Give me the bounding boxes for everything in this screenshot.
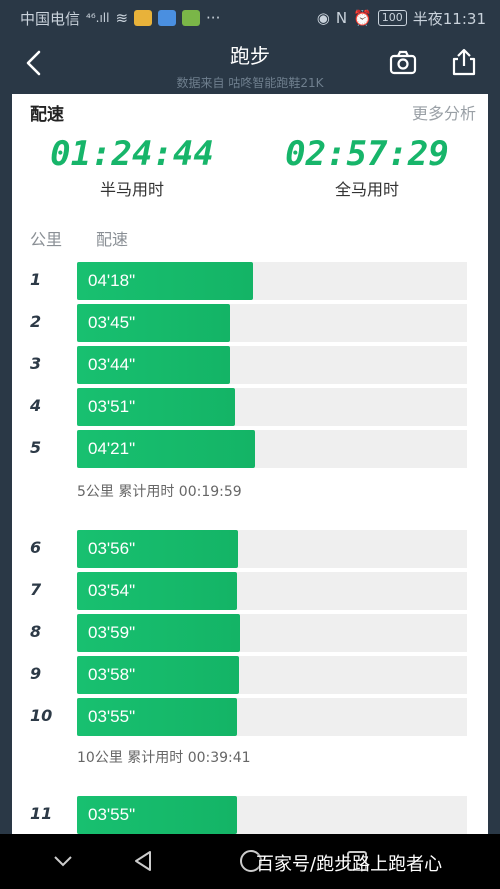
watermark-text: 百家号/跑步路上跑者心 [256,854,443,875]
browser-app-icon [158,10,177,26]
full-marathon-time: 02:57:29 [285,134,449,174]
section-title: 配速 [30,105,64,125]
split-pace-bar: 04'21" [77,430,255,468]
split-pace-bar: 03'56" [77,530,238,568]
split-km-1: 1 [30,270,42,289]
split-km-9: 9 [30,664,42,683]
half-marathon-time: 01:24:44 [50,134,214,174]
pace-card: 配速 更多分析 01:24:44 半马用时 02:57:29 全马用时 公里 配… [12,94,488,834]
split-km-8: 8 [30,622,42,641]
split-km-3: 3 [30,354,42,373]
eye-icon: ◉ [316,9,330,27]
nav-home-icon[interactable] [238,848,264,874]
split-track: 03'55" [77,796,467,834]
split-km-7: 7 [30,580,42,599]
split-track: 03'56" [77,530,467,568]
split-km-2: 2 [30,312,42,331]
battery-icon: 100 [377,10,407,26]
split-track: 04'21" [77,430,467,468]
store-app-icon [182,10,201,26]
full-marathon-label: 全马用时 [334,180,399,199]
back-icon[interactable] [20,48,50,78]
clock: 半夜11:31 [412,9,486,28]
split-pace-bar: 03'55" [77,698,237,736]
split-track: 03'58" [77,656,467,694]
camera-icon[interactable] [388,48,418,78]
split-pace-bar: 03'54" [77,572,237,610]
full-marathon-stat: 02:57:29 全马用时 [267,134,467,200]
nav-back-icon[interactable] [130,848,156,874]
split-pace-bar: 03'55" [77,796,237,834]
more-notifications-icon: ··· [206,9,221,27]
split-pace-bar: 03'51" [77,388,235,426]
split-track: 03'44" [77,346,467,384]
km-column-header: 公里 [30,230,63,249]
system-nav-bar [0,834,500,889]
split-km-10: 10 [30,706,53,725]
hide-nav-icon[interactable] [50,848,76,874]
more-analysis-link[interactable]: 更多分析 [411,104,476,123]
split-pace-bar: 03'58" [77,656,239,694]
split-km-6: 6 [30,538,42,557]
data-source-subtitle: 数据来自 咕咚智能跑鞋21K [176,76,324,90]
split-track: 03'54" [77,572,467,610]
wifi-icon: ≋ [115,9,129,27]
page-title: 跑步 [230,44,270,68]
split-km-11: 11 [30,804,53,823]
split-km-4: 4 [30,396,42,415]
split-pace-bar: 03'45" [77,304,230,342]
split-pace-bar: 03'44" [77,346,230,384]
split-track: 03'45" [77,304,467,342]
share-icon[interactable] [448,46,480,78]
split-track: 03'51" [77,388,467,426]
split-track: 03'55" [77,698,467,736]
status-bar: 中国电信 ⁴⁶.ıll ≋ ··· ◉ N ⏰ 100 半夜11:31 [0,0,500,36]
app-header: 跑步 数据来自 咕咚智能跑鞋21K [0,36,500,94]
nfc-icon: N [335,9,348,27]
split-km-5: 5 [30,438,42,457]
split-pace-bar: 04'18" [77,262,253,300]
alarm-icon: ⏰ [353,9,372,27]
half-marathon-label: 半马用时 [99,180,164,199]
cumulative-time-label: 10公里 累计用时 00:39:41 [77,750,251,766]
half-marathon-stat: 01:24:44 半马用时 [32,134,232,200]
nav-recent-icon[interactable] [344,848,370,874]
pace-column-header: 配速 [96,230,129,249]
split-pace-bar: 03'59" [77,614,240,652]
signal-icon: ⁴⁶.ıll [86,11,110,25]
mail-app-icon [134,10,153,26]
split-track: 03'59" [77,614,467,652]
cumulative-time-label: 5公里 累计用时 00:19:59 [77,484,242,500]
split-track: 04'18" [77,262,467,300]
carrier-label: 中国电信 [20,9,81,28]
